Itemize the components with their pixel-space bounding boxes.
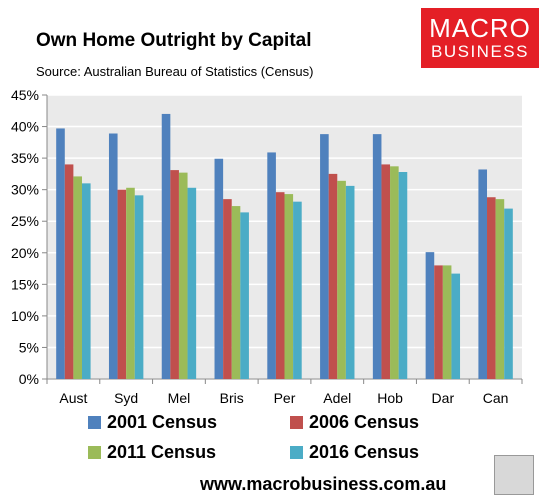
logo-line2: BUSINESS <box>431 42 529 61</box>
x-tick-label: Adel <box>323 390 351 406</box>
bar <box>64 164 74 379</box>
bar <box>504 208 513 379</box>
bar <box>398 171 408 379</box>
bar <box>134 195 144 379</box>
bar <box>390 166 399 379</box>
bar <box>275 192 285 379</box>
x-tick-label: Mel <box>168 390 191 406</box>
bar <box>425 252 435 379</box>
bar <box>161 113 171 379</box>
bar <box>442 265 452 379</box>
chart-title: Own Home Outright by Capital <box>36 30 312 51</box>
y-tick-label: 40% <box>11 119 39 135</box>
bar <box>478 169 488 379</box>
legend-swatch <box>290 416 303 429</box>
x-tick-label: Syd <box>114 390 138 406</box>
legend-label: 2001 Census <box>107 412 218 432</box>
legend-item: 2001 Census <box>88 412 217 433</box>
chart-subtitle: Source: Australian Bureau of Statistics … <box>36 64 314 79</box>
bar <box>170 170 179 379</box>
y-tick-label: 35% <box>11 150 39 166</box>
bar <box>451 273 461 379</box>
x-tick-label: Can <box>483 390 509 406</box>
bar <box>337 180 346 379</box>
bar <box>108 133 118 379</box>
bar <box>178 172 188 379</box>
bar <box>372 134 382 379</box>
bar <box>381 164 391 379</box>
legend-item: 2006 Census <box>290 412 419 433</box>
bar <box>267 152 276 379</box>
y-tick-label: 15% <box>11 276 39 292</box>
bar <box>345 185 355 379</box>
macrobusiness-logo: MACRO BUSINESS <box>421 8 539 68</box>
bar <box>117 189 127 379</box>
bar <box>240 212 249 379</box>
y-tick-label: 45% <box>11 87 39 103</box>
bar <box>495 199 505 379</box>
bar <box>187 187 197 379</box>
y-tick-label: 10% <box>11 308 39 324</box>
x-tick-label: Per <box>274 390 296 406</box>
y-tick-label: 25% <box>11 213 39 229</box>
y-tick-label: 5% <box>19 339 39 355</box>
bar <box>320 134 329 379</box>
x-tick-label: Dar <box>432 390 455 406</box>
y-tick-label: 20% <box>11 245 39 261</box>
legend-item: 2011 Census <box>88 442 216 463</box>
bar <box>214 158 224 379</box>
y-tick-label: 0% <box>19 371 39 387</box>
bar <box>231 206 241 379</box>
footer-url: www.macrobusiness.com.au <box>200 474 447 494</box>
bar <box>284 194 294 379</box>
bar <box>223 199 232 379</box>
legend-swatch <box>88 416 101 429</box>
logo-line1: MACRO <box>429 13 531 43</box>
bar-chart: 0% 5% 10% 15% 20% 25% 30% 35% 40% 45% Aust Syd Mel Br… <box>11 87 523 406</box>
x-tick-label: Aust <box>59 390 87 406</box>
legend-swatch <box>290 446 303 459</box>
x-tick-label: Bris <box>220 390 244 406</box>
legend-label: 2016 Census <box>309 442 420 462</box>
bar <box>487 197 496 379</box>
bar <box>126 187 135 379</box>
bar <box>434 265 443 379</box>
x-tick-label: Hob <box>377 390 403 406</box>
bar <box>56 128 65 379</box>
legend-swatch <box>88 446 101 459</box>
legend-label: 2011 Census <box>107 442 217 462</box>
bar <box>293 201 302 379</box>
bar <box>81 183 91 379</box>
bar <box>73 176 82 379</box>
legend-label: 2006 Census <box>309 412 420 432</box>
y-tick-label: 30% <box>11 182 39 198</box>
legend-item: 2016 Census <box>290 442 419 463</box>
wolf-emblem-icon <box>494 455 534 495</box>
bar <box>328 173 338 379</box>
